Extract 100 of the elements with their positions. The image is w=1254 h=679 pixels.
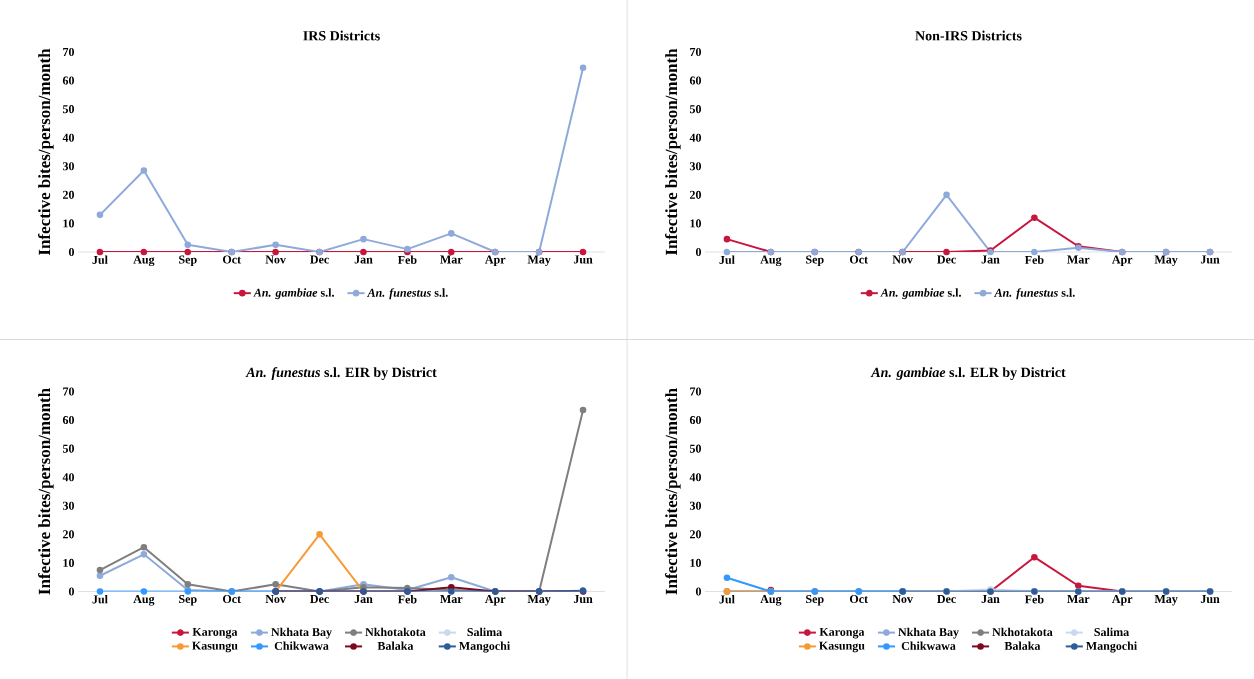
x-tick-label: Mar (1067, 255, 1090, 264)
y-tick-label: 60 (689, 76, 702, 85)
legend-label: Nkhotakota (365, 627, 426, 637)
y-tick-label: 40 (62, 133, 75, 142)
chart-title: Non-IRS Districts (915, 30, 1022, 41)
x-tick-label: Jan (354, 595, 373, 603)
y-tick-label: 70 (63, 47, 75, 57)
x-tick-label: Apr (484, 595, 506, 606)
x-tick-label: Sep (806, 595, 824, 606)
chart-title: IRS Districts (303, 30, 380, 41)
x-tick-label: Mar (440, 255, 463, 264)
x-tick-label: Jul (719, 595, 735, 604)
x-tick-label: Nov (892, 595, 913, 603)
y-tick-label: 30 (62, 501, 75, 510)
y-tick-label: 0 (695, 587, 702, 596)
legend-label: Chikwawa (274, 641, 329, 650)
legend-label: An. gambiae s.l. (880, 288, 961, 300)
legend-label: Balaka (1004, 641, 1041, 650)
x-tick-label: Oct (222, 595, 241, 604)
y-axis-title: Infective bites/person/month (665, 48, 681, 256)
legend-label: An. funestus s.l. (366, 288, 448, 300)
legend-label: An. funestus s.l. (993, 288, 1075, 300)
x-tick-label: Apr (484, 255, 506, 266)
x-tick-label: Jun (573, 255, 593, 264)
y-tick-label: 30 (689, 501, 702, 510)
x-tick-label: Oct (849, 595, 868, 604)
y-axis-title: Infective bites/person/month (665, 388, 681, 595)
y-tick-label: 50 (62, 444, 75, 453)
y-tick-label: 70 (690, 47, 702, 57)
legend-label: Nkhata Bay (271, 627, 332, 639)
x-tick-label: Feb (1024, 255, 1044, 264)
x-tick-label: May (527, 595, 551, 606)
y-tick-label: 0 (695, 247, 702, 257)
y-tick-label: 60 (62, 416, 75, 425)
x-tick-label: Jul (92, 595, 108, 604)
legend-label: Chikwawa (901, 641, 956, 650)
legend-label: Karonga (819, 627, 865, 639)
x-tick-label: Dec (310, 255, 329, 264)
chart-title: An. gambiae s.l. ELR by District (870, 367, 1066, 380)
y-axis-title: Infective bites/person/month (38, 48, 54, 256)
y-tick-label: 50 (689, 105, 702, 114)
x-tick-label: Nov (892, 255, 913, 264)
x-tick-label: Dec (310, 595, 329, 603)
x-tick-label: Mar (1067, 595, 1090, 603)
x-tick-label: Aug (133, 595, 155, 606)
x-tick-label: Nov (265, 595, 286, 603)
y-tick-label: 10 (690, 219, 702, 228)
x-tick-label: Oct (222, 255, 241, 264)
x-tick-label: Oct (849, 255, 868, 264)
x-tick-label: Nov (265, 255, 286, 264)
legend-label: Kasungu (819, 641, 865, 653)
chart-title: An. funestus s.l. EIR by District (245, 367, 437, 380)
x-tick-label: Jul (92, 255, 108, 264)
y-tick-label: 60 (62, 76, 75, 85)
legend-label: Nkhata Bay (898, 627, 959, 639)
x-tick-label: Apr (1111, 595, 1133, 606)
y-tick-label: 20 (62, 190, 75, 199)
y-tick-label: 10 (63, 219, 75, 228)
x-tick-label: Jan (981, 255, 1000, 264)
x-tick-label: Jun (1200, 595, 1220, 604)
x-tick-label: Jun (573, 595, 593, 604)
legend-label: Mangochi (1086, 641, 1137, 653)
x-tick-label: Aug (760, 255, 782, 267)
y-tick-label: 50 (689, 444, 702, 453)
x-tick-label: Sep (806, 255, 824, 267)
y-tick-label: 0 (68, 587, 75, 596)
y-tick-label: 40 (689, 473, 702, 482)
y-tick-label: 10 (63, 558, 75, 567)
x-tick-label: Apr (1111, 255, 1133, 266)
x-tick-label: Feb (397, 255, 417, 264)
y-tick-label: 0 (68, 247, 75, 257)
y-tick-label: 60 (689, 416, 702, 425)
y-tick-label: 70 (63, 387, 75, 396)
legend-label: An. gambiae s.l. (253, 288, 334, 300)
legend-label: Salima (467, 627, 502, 637)
x-tick-label: Feb (1024, 595, 1044, 604)
legend-label: Kasungu (192, 641, 238, 653)
x-tick-label: Jan (981, 595, 1000, 603)
y-tick-label: 10 (690, 558, 702, 567)
y-tick-label: 50 (62, 105, 75, 114)
x-tick-label: Dec (937, 595, 956, 603)
x-tick-label: Sep (179, 595, 197, 606)
y-tick-label: 30 (689, 162, 702, 171)
legend-label: Karonga (192, 627, 238, 639)
legend-label: Nkhotakota (992, 627, 1053, 637)
y-tick-label: 20 (689, 530, 702, 539)
x-tick-label: Aug (133, 255, 155, 267)
y-tick-label: 20 (689, 190, 702, 199)
y-tick-label: 70 (690, 387, 702, 396)
legend-label: Balaka (377, 641, 414, 650)
y-tick-label: 40 (689, 133, 702, 142)
x-tick-label: Dec (937, 255, 956, 264)
y-axis-title: Infective bites/person/month (38, 388, 54, 595)
x-tick-label: Feb (397, 595, 417, 604)
y-tick-label: 30 (62, 162, 75, 171)
x-tick-label: Sep (179, 255, 197, 267)
x-tick-label: Aug (760, 595, 782, 606)
y-tick-label: 20 (62, 530, 75, 539)
x-tick-label: Jul (719, 255, 735, 264)
x-tick-label: Jan (354, 255, 373, 264)
